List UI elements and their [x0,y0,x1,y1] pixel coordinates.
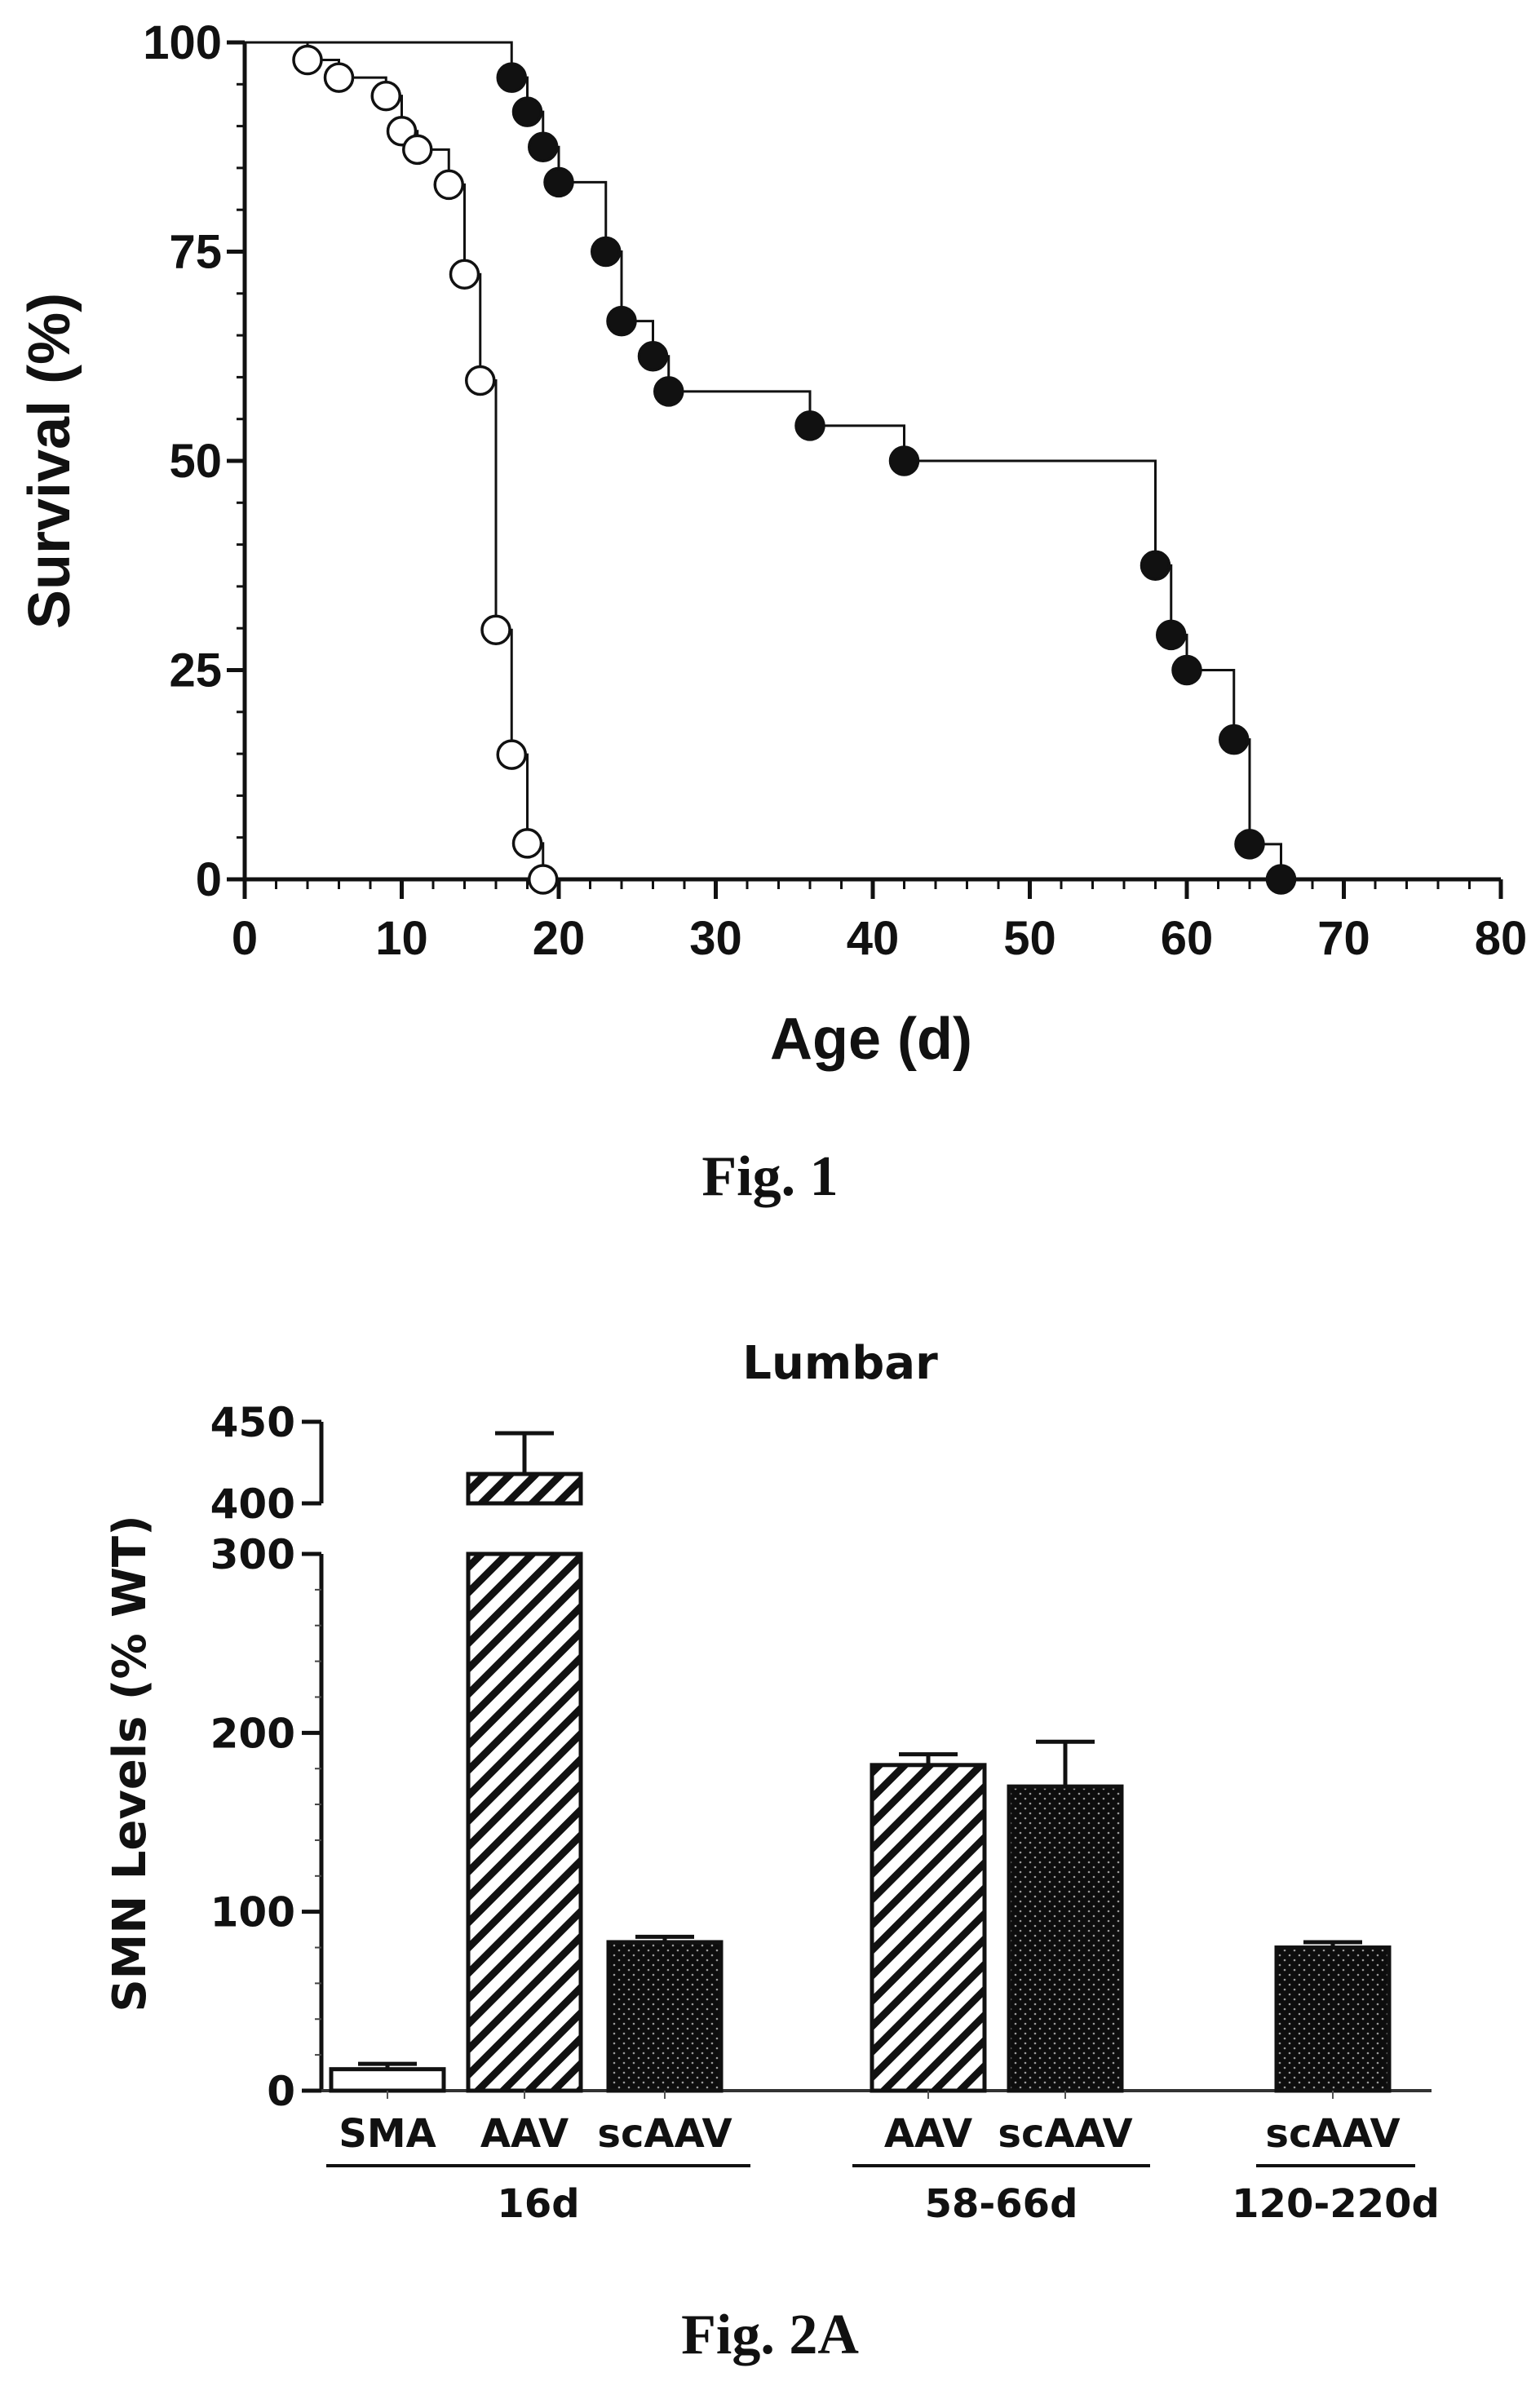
chart-title: Lumbar [742,1337,938,1390]
y-axis-title: Survival (%) [17,293,82,629]
filled-circle-marker [1234,829,1265,860]
x-tick-label: 20 [533,912,586,965]
y-tick-label: 25 [169,644,222,697]
bar-group [329,1431,1392,2099]
filled-circle-marker [653,376,684,407]
x-tick-label: 0 [232,912,258,965]
x-tick-label: 70 [1317,912,1370,965]
x-axis-title: Age (d) [770,1007,972,1072]
filled-circle-marker [1171,654,1202,686]
group-label: 16d [497,2181,579,2227]
x-tick-label: 10 [375,912,428,965]
y-tick-label: 0 [196,853,222,906]
filled-circle-marker [591,236,622,268]
bar-aav-16d [466,1551,583,2093]
survival-curve-2 [245,41,1282,879]
survival-chart: 0 25 50 75 100 0 10 20 30 40 50 60 70 80 Survival (%… [17,16,1527,1072]
group-label: 58-66d [925,2181,1078,2227]
category-label: scAAV [597,2111,732,2157]
filled-circle-marker [637,341,669,372]
x-tick-label: 60 [1161,912,1214,965]
filled-circle-marker [528,131,559,162]
category-label-group: SMA AAV scAAV AAV scAAV scAAV 16d 58-66d 120-220… [326,2111,1440,2227]
x-tick-label: 30 [689,912,742,965]
category-label: SMA [339,2111,436,2157]
bar-scaav-16d [606,1940,724,2093]
open-circle-marker [511,828,543,859]
open-circle-marker [402,134,433,166]
filled-circle-marker [496,62,527,93]
open-circle-marker [433,169,464,201]
figure-caption-2a: Fig. 2A [681,2304,859,2366]
y-tick-label: 50 [169,435,222,488]
filled-circle-marker [1156,619,1187,651]
category-label: scAAV [998,2111,1132,2157]
y-tick-label: 400 [210,1481,295,1528]
y-tick-label: 300 [210,1531,295,1578]
open-circle-marker [370,80,401,112]
bar-aav-58-66d [870,1763,987,2093]
x-tick-label: 50 [1003,912,1056,965]
filled-circle-marker [1219,724,1250,755]
y-tick-label: 100 [210,1889,295,1936]
open-circle-marker [323,62,355,93]
survival-markers [292,44,1297,895]
y-tick-label: 450 [210,1399,295,1446]
filled-circle-marker [511,96,543,127]
y-tick-label: 75 [169,226,222,279]
filled-circle-marker [1265,864,1297,895]
bar-scaav-120-220d [1274,1945,1392,2093]
y-tick-group: 0 25 50 75 100 [143,16,245,906]
x-tick-label: 80 [1475,912,1528,965]
x-tick-label: 40 [847,912,900,965]
y-tick-label: 200 [210,1710,295,1757]
open-circle-marker [292,44,323,76]
filled-circle-marker [1140,550,1171,581]
open-circle-marker [496,739,527,770]
filled-circle-marker [794,410,825,441]
category-label: AAV [480,2111,569,2157]
x-tick-group: 0 10 20 30 40 50 60 70 80 [232,879,1527,965]
filled-circle-marker [543,166,574,198]
open-circle-marker [465,365,496,396]
group-label: 120-220d [1232,2181,1440,2227]
open-circle-marker [528,864,559,895]
y-tick-label: 0 [267,2068,295,2115]
y-tick-label: 100 [143,16,222,69]
y-axis-title: SMN Levels (% WT) [104,1515,157,2012]
open-circle-marker [480,614,511,646]
open-circle-marker [449,259,480,290]
filled-circle-marker [606,305,637,337]
bar-sma-16d [329,2067,446,2093]
survival-curves [245,41,1282,879]
filled-circle-marker [888,445,920,476]
category-label: AAV [884,2111,972,2157]
category-label: scAAV [1265,2111,1400,2157]
bar-scaav-58-66d [1007,1784,1124,2093]
bar-upper-segment [466,1472,583,1506]
figure-caption-1: Fig. 1 [701,1145,838,1208]
